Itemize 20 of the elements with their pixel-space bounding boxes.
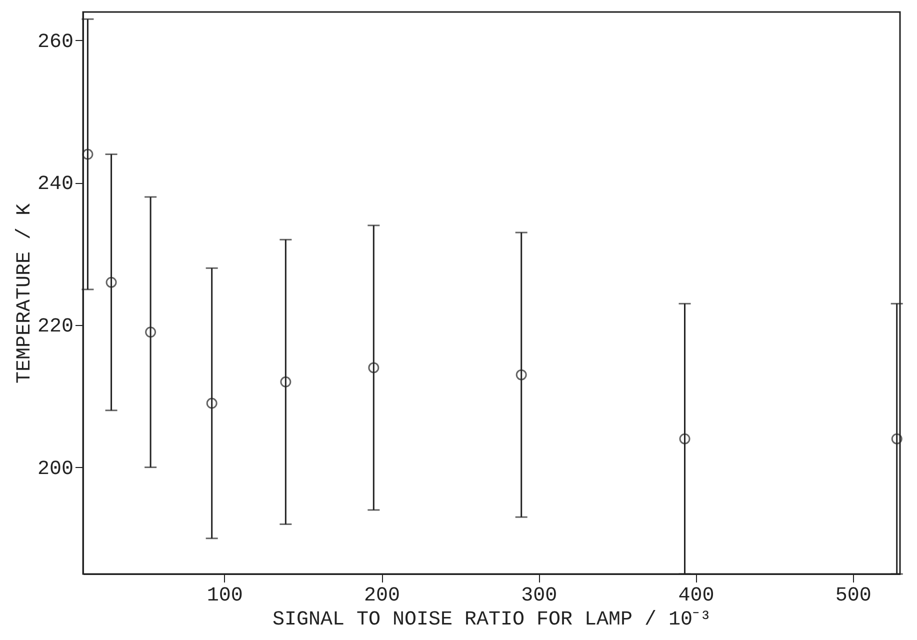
x-tick-label: 200 <box>364 584 400 608</box>
point <box>145 326 156 338</box>
y-tick-label: 260 <box>37 30 74 54</box>
point <box>280 376 292 388</box>
x-tick-label: 300 <box>521 584 558 608</box>
y-tick-label: 200 <box>37 458 74 481</box>
point <box>82 148 94 160</box>
point <box>679 433 690 444</box>
y-tick-label: 240 <box>37 173 74 196</box>
x-tick-label: 100 <box>206 584 243 608</box>
point <box>368 362 380 374</box>
y-axis-title: TEMPERATURE / K <box>13 203 36 384</box>
x-axis-title: SIGNAL TO NOISE RATIO FOR LAMP / 10⁻³ <box>272 608 712 632</box>
x-tick-label: 400 <box>678 584 714 608</box>
y-tick-label: 220 <box>37 316 74 339</box>
point <box>106 276 117 288</box>
point <box>891 433 902 444</box>
point <box>516 369 527 380</box>
point <box>206 398 218 409</box>
x-tick-label: 500 <box>835 584 872 608</box>
